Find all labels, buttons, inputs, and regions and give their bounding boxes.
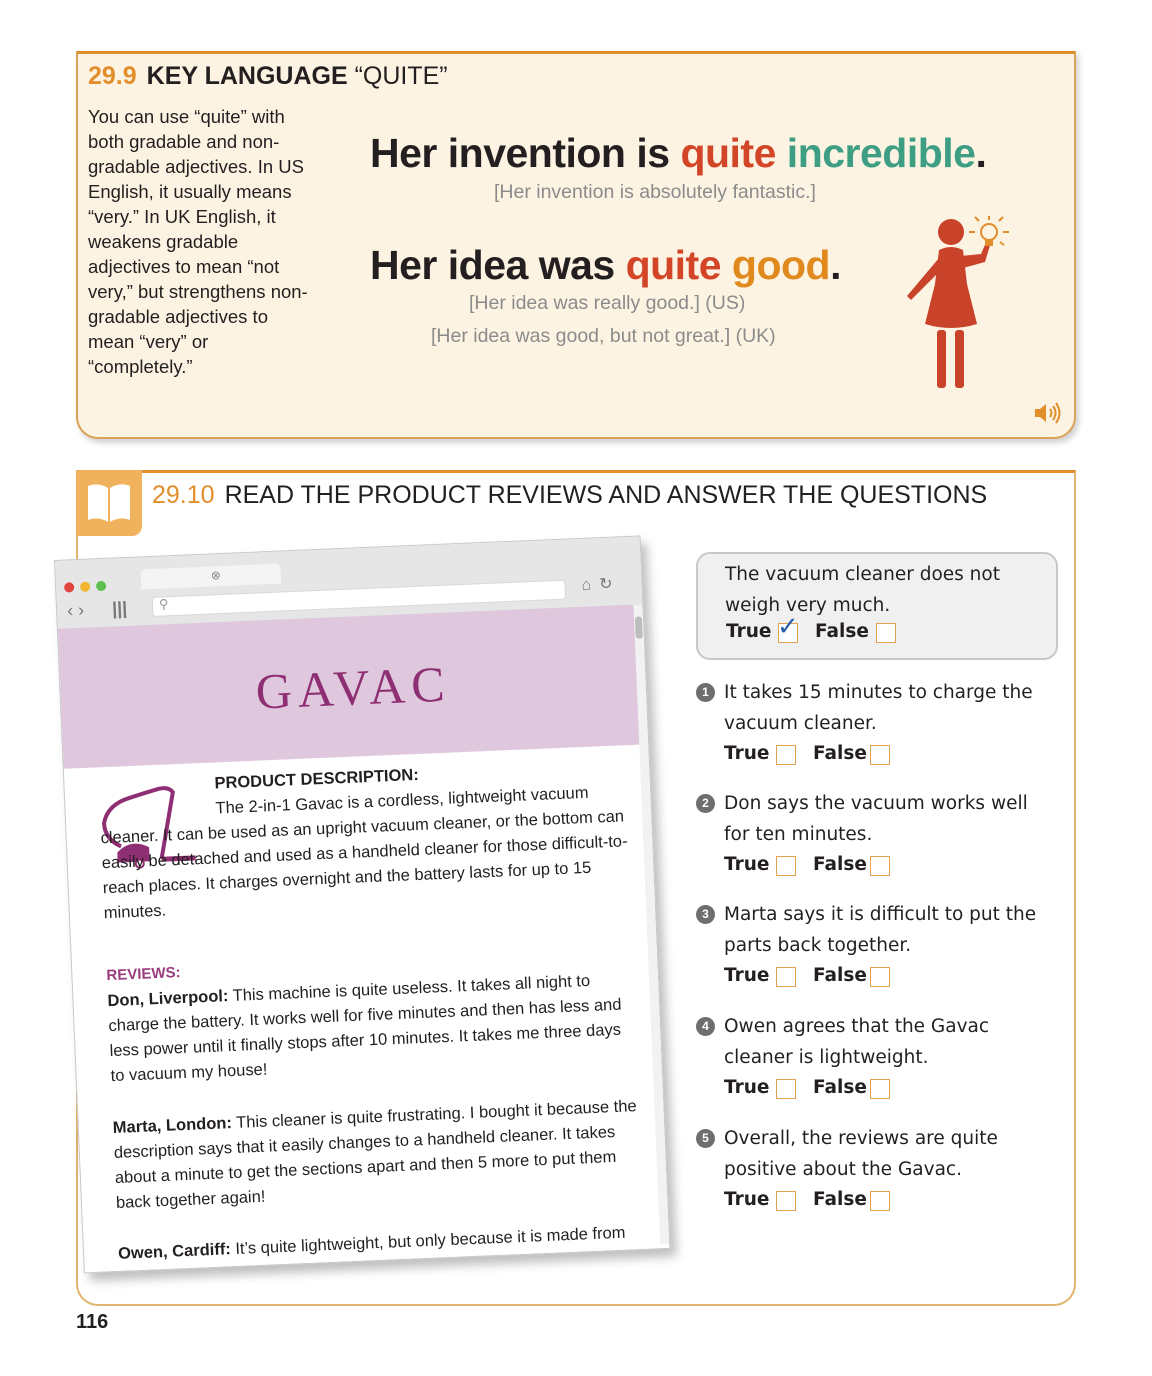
key-language-title: 29.9 KEY LANGUAGE “QUITE”	[88, 62, 448, 91]
false-label: False	[813, 1189, 867, 1210]
back-forward-icon: ‹ ›	[66, 599, 85, 621]
question-number: 4	[696, 1017, 715, 1036]
example-2-gloss-uk: [Her idea was good, but not great.] (UK)	[431, 325, 776, 347]
false-checkbox[interactable]	[870, 856, 890, 876]
review-marta: Marta, London: This cleaner is quite fru…	[112, 1094, 646, 1216]
search-icon: ⚲	[158, 596, 169, 612]
true-checkbox[interactable]	[776, 967, 796, 987]
section-heading: KEY LANGUAGE	[146, 62, 348, 90]
bookmarks-icon: |||	[111, 597, 128, 619]
true-checkbox[interactable]	[776, 1191, 796, 1211]
tab-close-icon: ⊗	[210, 568, 222, 583]
true-checkbox[interactable]	[776, 856, 796, 876]
woman-lightbulb-icon	[907, 216, 1009, 388]
review-author: Marta, London:	[112, 1114, 233, 1138]
key-language-panel: 29.9 KEY LANGUAGE “QUITE” You can use “qu…	[76, 51, 1076, 439]
example-question: The vacuum cleaner does not weigh very m…	[696, 552, 1058, 660]
check-mark-icon: ✓	[777, 612, 799, 642]
home-reload-icons: ⌂↻	[581, 575, 621, 594]
example-1-end: .	[975, 130, 987, 176]
reviews-heading: REVIEWS:	[106, 964, 181, 985]
false-checkbox[interactable]	[876, 623, 896, 643]
false-label: False	[813, 743, 867, 764]
section-heading-quote: “QUITE”	[354, 62, 448, 90]
example-2-gloss-us: [Her idea was really good.] (US)	[469, 292, 746, 314]
question-text: It takes 15 minutes to charge the vacuum…	[724, 682, 1033, 734]
example-question-text: The vacuum cleaner does not weigh very m…	[725, 564, 1000, 616]
true-label: True	[724, 1189, 770, 1210]
example-2-adjective: good	[731, 242, 831, 288]
false-label: False	[813, 854, 867, 875]
reading-number: 29.10	[152, 481, 215, 509]
question-text: Owen agrees that the Gavac cleaner is li…	[724, 1016, 990, 1068]
example-sentence-2: Her idea was quite good.	[370, 242, 842, 289]
book-tab	[76, 470, 142, 536]
example-1-quite: quite	[680, 130, 776, 176]
maximize-dot	[95, 580, 107, 592]
example-1-adjective: incredible	[786, 130, 976, 176]
true-label: True	[726, 621, 772, 642]
question-text: Overall, the reviews are quite positive …	[724, 1128, 998, 1180]
false-checkbox[interactable]	[870, 745, 890, 765]
false-label: False	[813, 1077, 867, 1098]
example-2-quite: quite	[625, 242, 722, 288]
key-language-description: You can use “quite” with both gradable a…	[88, 106, 308, 377]
false-label: False	[815, 621, 869, 642]
question-text: Marta says it is difficult to put the pa…	[724, 904, 1037, 956]
review-author: Owen, Cardiff:	[117, 1240, 232, 1263]
false-checkbox[interactable]	[870, 1191, 890, 1211]
review-text: This cleaner is quite frustrating. I bou…	[113, 1097, 638, 1212]
section-number: 29.9	[88, 62, 137, 90]
example-2-end: .	[830, 242, 842, 288]
page-number: 116	[76, 1311, 109, 1333]
close-dot	[63, 582, 75, 593]
question-number: 2	[696, 794, 715, 813]
true-label: True	[724, 854, 770, 875]
minimize-dot	[79, 581, 91, 592]
true-checkbox[interactable]	[776, 745, 796, 765]
reading-title: 29.10 READ THE PRODUCT REVIEWS AND ANSWER…	[152, 481, 987, 510]
true-label: True	[724, 965, 770, 986]
question-number: 1	[696, 683, 715, 702]
false-checkbox[interactable]	[870, 967, 890, 987]
example-2-prefix: Her idea was	[370, 242, 626, 288]
question-number: 5	[696, 1129, 715, 1148]
example-1-prefix: Her invention is	[370, 130, 681, 176]
speaker-icon[interactable]	[1033, 401, 1063, 425]
product-description-text: The 2-in-1 Gavac is a cordless, lightwei…	[100, 783, 628, 923]
true-label: True	[724, 1077, 770, 1098]
true-label: True	[724, 743, 770, 764]
question-number: 3	[696, 905, 715, 924]
example-1-gloss: [Her invention is absolutely fantastic.]	[494, 181, 816, 203]
true-checkbox[interactable]	[776, 1079, 796, 1099]
open-book-icon	[88, 484, 130, 522]
reading-heading: READ THE PRODUCT REVIEWS AND ANSWER THE …	[224, 481, 988, 509]
review-author: Don, Liverpool:	[107, 987, 229, 1011]
vacuum-cleaner-icon	[102, 786, 196, 869]
review-don: Don, Liverpool: This machine is quite us…	[107, 967, 641, 1089]
example-sentence-1: Her invention is quite incredible.	[370, 130, 987, 177]
true-checkbox[interactable]: ✓	[777, 612, 799, 643]
scrollbar-thumb	[634, 616, 643, 639]
false-label: False	[813, 965, 867, 986]
question-text: Don says the vacuum works well for ten m…	[724, 793, 1028, 845]
browser-window: ⊗ ‹ › ||| ⚲ ⌂↻ GAVAC PRODUCT DESCRIPTION…	[54, 535, 671, 1274]
false-checkbox[interactable]	[870, 1079, 890, 1099]
